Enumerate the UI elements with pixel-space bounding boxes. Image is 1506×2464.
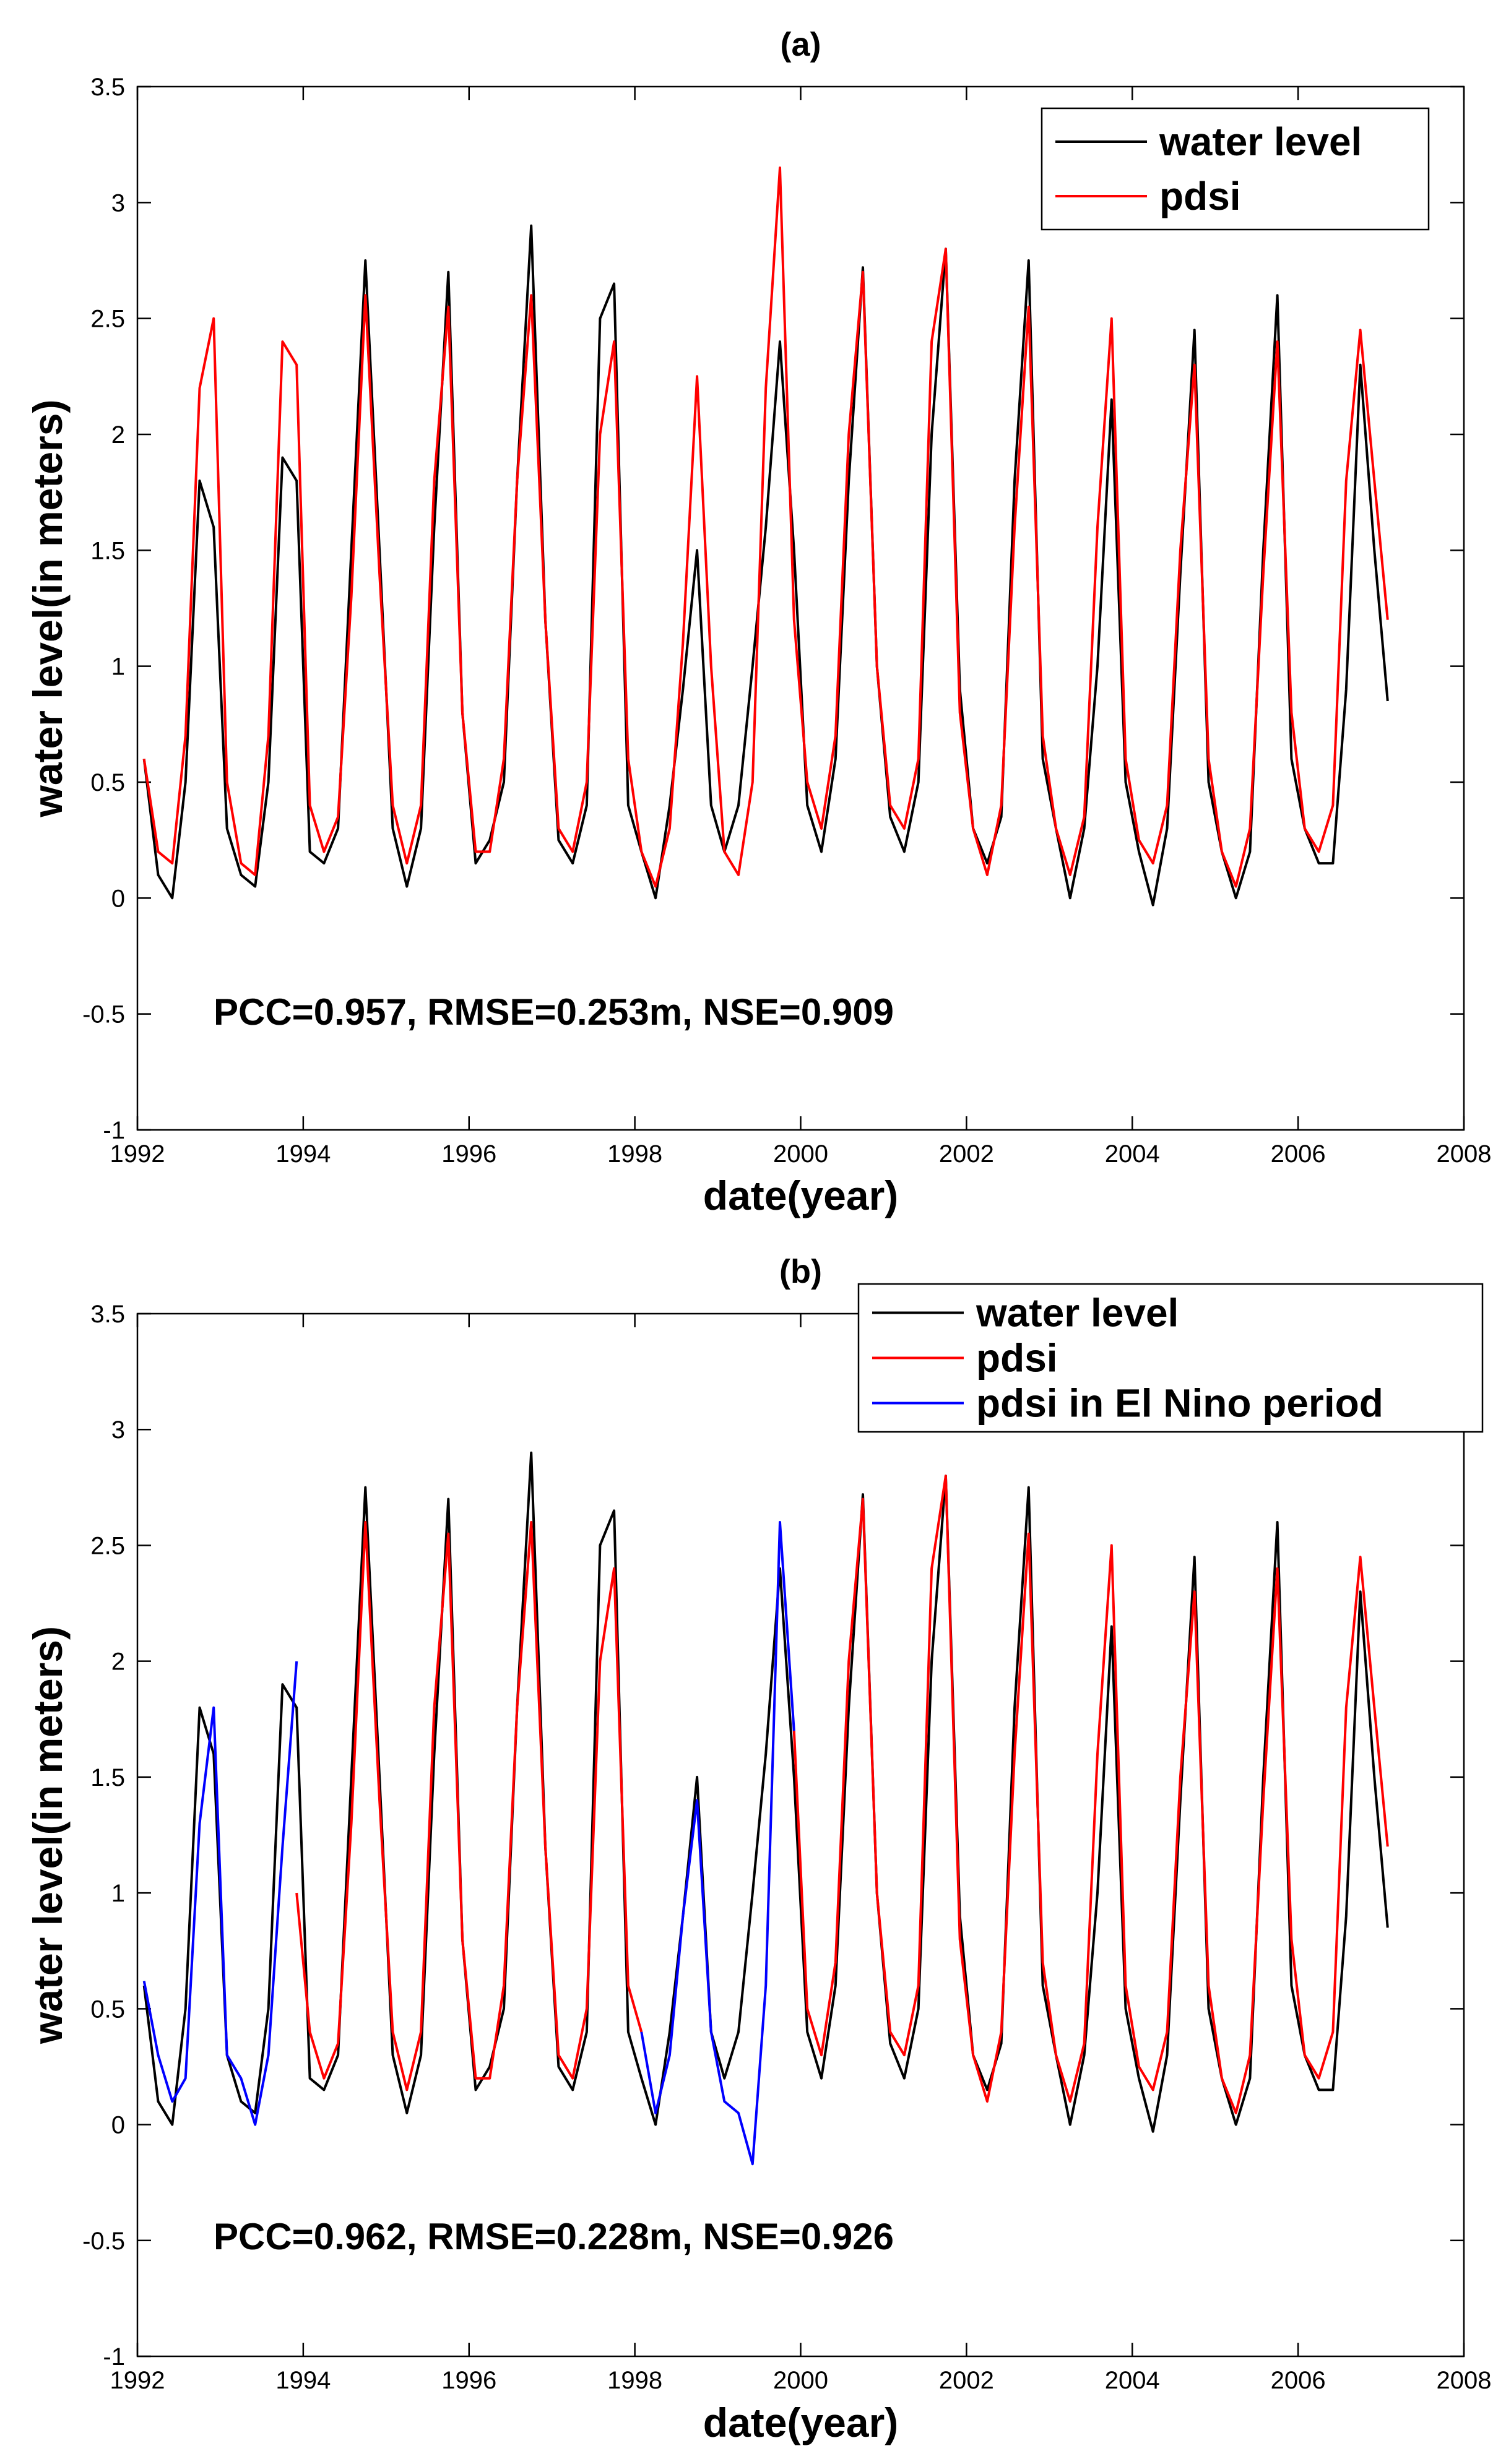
legend-label: pdsi in El Nino period: [976, 1381, 1383, 1426]
chart-title: (a): [781, 26, 821, 63]
y-tick-label: -0.5: [82, 2228, 125, 2255]
y-tick-label: 2.5: [90, 1532, 125, 1559]
x-tick-label: 1998: [607, 1140, 662, 1168]
legend-label: water level: [976, 1291, 1179, 1335]
chart-panel-a: -1 -0.5 0 0.5 1 1.5 2 2.5 3 3.5 1992 1994 1996 1998 20…: [25, 26, 1491, 1218]
y-tick-label: 0.5: [90, 769, 125, 796]
y-tick-label: 3: [111, 189, 125, 217]
x-tick-label: 1994: [275, 1140, 331, 1168]
series-line-pdsi: [295, 1475, 1389, 2114]
chart-title: (b): [779, 1253, 822, 1290]
x-tick-label: 2008: [1437, 1140, 1492, 1168]
y-tick-label: -0.5: [82, 1001, 125, 1028]
metrics-annotation: PCC=0.957, RMSE=0.253m, NSE=0.909: [214, 991, 894, 1033]
x-tick-label: 1992: [110, 2367, 165, 2394]
x-tick-label: 1994: [275, 2367, 331, 2394]
x-tick-label: 2006: [1271, 2367, 1326, 2394]
x-tick-label: 2000: [773, 2367, 828, 2394]
y-tick-label: 0.5: [90, 1996, 125, 2023]
y-tick-label: 3.5: [90, 74, 125, 101]
y-tick-label: 2: [111, 421, 125, 449]
x-tick-label: 1998: [607, 2367, 662, 2394]
x-tick-label: 2000: [773, 1140, 828, 1168]
x-axis-label: date(year): [703, 2400, 898, 2445]
y-tick-label: -1: [103, 2343, 125, 2371]
y-tick-label: 3.5: [90, 1301, 125, 1328]
x-tick-label: 1996: [441, 1140, 496, 1168]
chart-panel-b: -1 -0.5 0 0.5 1 1.5 2 2.5 3 3.5 1992 1994 1996 1998 20…: [25, 1253, 1491, 2445]
y-tick-label: 1: [111, 1880, 125, 1907]
legend-label: pdsi: [1159, 174, 1241, 218]
x-tick-label: 2004: [1105, 2367, 1160, 2394]
x-tick-label: 2008: [1437, 2367, 1492, 2394]
y-tick-label: -1: [103, 1117, 125, 1144]
series-group: [142, 166, 1389, 907]
y-axis-label: water level(in meters): [25, 400, 71, 818]
plot-area: [136, 1312, 1465, 2358]
legend-box: [1041, 107, 1430, 231]
plot-area: [136, 85, 1465, 1131]
legend: water level pdsi: [1041, 107, 1430, 231]
series-line-pdsi: [142, 166, 1389, 888]
y-tick-label: 1.5: [90, 537, 125, 564]
y-tick-label: 0: [111, 885, 125, 912]
x-axis-label: date(year): [703, 1173, 898, 1218]
series-group: [142, 1451, 1389, 2166]
x-tick-label: 2002: [939, 1140, 994, 1168]
y-tick-label: 0: [111, 2112, 125, 2139]
series-line-pdsi-in-el-nino-period: [142, 1521, 795, 2166]
y-tick-label: 2: [111, 1648, 125, 1676]
y-tick-label: 2.5: [90, 306, 125, 333]
x-tick-label: 1996: [441, 2367, 496, 2394]
legend-label: water level: [1159, 119, 1362, 164]
y-tick-label: 1.5: [90, 1764, 125, 1791]
y-axis-label: water level(in meters): [25, 1626, 71, 2044]
x-tick-label: 2006: [1271, 1140, 1326, 1168]
x-tick-label: 2002: [939, 2367, 994, 2394]
y-tick-label: 3: [111, 1416, 125, 1444]
x-tick-label: 1992: [110, 1140, 165, 1168]
legend-label: pdsi: [976, 1336, 1058, 1381]
y-tick-label: 1: [111, 653, 125, 681]
x-tick-label: 2004: [1105, 1140, 1160, 1168]
metrics-annotation: PCC=0.962, RMSE=0.228m, NSE=0.926: [214, 2216, 894, 2257]
